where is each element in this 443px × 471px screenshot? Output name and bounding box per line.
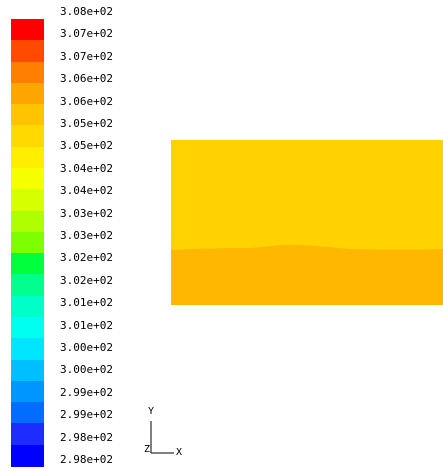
legend-label: 3.01e+02	[60, 296, 113, 310]
legend-swatch	[11, 402, 44, 425]
axis-triad: Y Z X	[140, 405, 200, 465]
legend-swatch	[11, 359, 44, 382]
legend-swatch	[11, 444, 44, 467]
axis-x-label: X	[176, 447, 183, 458]
legend-swatch	[11, 104, 44, 127]
legend-swatch	[11, 125, 44, 148]
legend-label: 2.98e+02	[60, 453, 113, 466]
color-legend	[11, 19, 44, 467]
legend-swatch	[11, 231, 44, 254]
legend-label: 3.03e+02	[60, 206, 113, 220]
legend-swatch	[11, 168, 44, 190]
legend-label: 3.02e+02	[60, 273, 113, 287]
legend-label: 3.06e+02	[60, 72, 113, 86]
legend-label: 2.98e+02	[60, 430, 113, 444]
legend-swatch	[11, 295, 44, 318]
contour-lower-region	[171, 244, 443, 305]
legend-label: 3.07e+02	[60, 49, 113, 63]
legend-label: 2.99e+02	[60, 408, 113, 422]
legend-label: 3.04e+02	[60, 184, 113, 198]
axis-triad-lines	[150, 421, 174, 454]
legend-label: 3.02e+02	[60, 251, 113, 265]
legend-label: 2.99e+02	[60, 385, 113, 399]
contour-plot	[171, 140, 443, 305]
legend-swatch	[11, 189, 44, 212]
legend-swatch	[11, 40, 44, 63]
legend-label: 3.01e+02	[60, 318, 113, 332]
legend-label: 3.03e+02	[60, 229, 113, 242]
legend-label: 3.07e+02	[60, 27, 113, 41]
legend-label: 3.06e+02	[60, 94, 113, 108]
legend-swatch	[11, 338, 44, 361]
legend-swatch	[11, 274, 44, 297]
axis-y-label: Y	[148, 406, 155, 417]
legend-swatch	[11, 253, 44, 276]
legend-label: 3.04e+02	[60, 161, 113, 175]
legend-swatch	[11, 82, 44, 105]
legend-label: 3.00e+02	[60, 363, 113, 377]
legend-label: 3.00e+02	[60, 341, 113, 354]
legend-swatch	[11, 317, 44, 339]
legend-swatch	[11, 210, 44, 233]
legend-swatch	[11, 19, 44, 41]
legend-label: 3.08e+02	[60, 5, 113, 18]
legend-label: 3.05e+02	[60, 117, 113, 130]
legend-swatch	[11, 380, 44, 403]
legend-label: 3.05e+02	[60, 139, 113, 153]
axis-z-label: Z	[144, 444, 151, 455]
legend-swatch	[11, 146, 44, 169]
legend-swatch	[11, 61, 44, 84]
legend-swatch	[11, 423, 44, 446]
